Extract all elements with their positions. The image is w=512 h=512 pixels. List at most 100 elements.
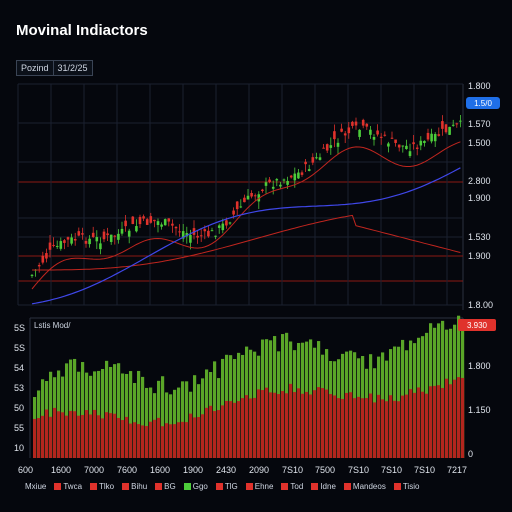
volume-bar-red xyxy=(213,411,217,458)
y-tick-label: 1.530 xyxy=(468,232,491,242)
candle-body xyxy=(390,137,394,139)
volume-bar-red xyxy=(225,400,229,458)
candle-body xyxy=(253,195,257,197)
candles xyxy=(30,114,462,278)
volume-bar-green xyxy=(97,370,101,458)
volume-bar-green xyxy=(81,362,85,458)
candle-body xyxy=(394,139,397,143)
volume-bar-red xyxy=(245,395,249,458)
legend-label: Ggo xyxy=(192,482,208,491)
x-tick-label: 7S10 xyxy=(348,465,369,475)
candle-body xyxy=(163,219,167,226)
candle-body xyxy=(383,134,387,136)
candle-body xyxy=(412,142,415,145)
volume-bar-red xyxy=(297,388,301,458)
legend-label: Bihu xyxy=(131,482,148,491)
volume-right-tick: 1.150 xyxy=(468,405,491,415)
volume-bar-red xyxy=(61,412,65,458)
candle-body xyxy=(181,231,185,239)
volume-bar-red xyxy=(101,418,105,458)
y-tick-label: 1.8.00 xyxy=(468,300,493,310)
legend-item[interactable]: Twca xyxy=(54,482,82,491)
candle-body xyxy=(138,216,142,225)
legend-item[interactable]: BG xyxy=(155,482,176,491)
candle-body xyxy=(228,222,232,224)
legend-item[interactable]: Ehne xyxy=(245,482,273,491)
candle-body xyxy=(145,219,149,225)
volume-bar-red xyxy=(401,395,405,458)
candle-body xyxy=(235,201,239,210)
volume-bar-red xyxy=(85,410,89,458)
bottom-axes: 5S 5S 54 53 50 55 10 1.800 1.150 0 xyxy=(14,323,491,459)
legend-swatch xyxy=(215,483,223,490)
candle-body xyxy=(451,124,455,126)
moving-average-blue xyxy=(31,167,461,305)
tab-date[interactable]: 31/2/25 xyxy=(52,60,93,76)
candle-body xyxy=(217,225,221,228)
volume-bar-red xyxy=(217,410,221,458)
candle-body xyxy=(91,232,95,238)
candle-body xyxy=(63,240,66,243)
x-tick-label: 7S10 xyxy=(381,465,402,475)
legend-item[interactable]: Tod xyxy=(281,482,303,491)
volume-bars xyxy=(33,315,465,458)
volume-bar-red xyxy=(377,394,381,458)
y-tick-label: 1.800 xyxy=(468,81,491,91)
legend-label: Idne xyxy=(320,482,336,491)
legend-label: Mandeos xyxy=(352,482,386,491)
volume-bar-green xyxy=(49,371,53,458)
candle-body xyxy=(405,145,408,150)
candle-body xyxy=(48,242,52,250)
legend-item[interactable]: Bihu xyxy=(122,482,147,491)
legend-label: BG xyxy=(164,482,176,491)
candle-body xyxy=(131,216,135,225)
page-title: Movinal Indiactors xyxy=(16,22,148,39)
candle-body xyxy=(185,233,189,237)
candle-body xyxy=(95,237,99,242)
candle-body xyxy=(415,147,419,149)
legend-item[interactable]: TlG xyxy=(215,482,238,491)
candle-body xyxy=(246,195,250,200)
volume-bar-red xyxy=(69,410,73,458)
volume-bar-red xyxy=(237,401,241,458)
candle-body xyxy=(41,255,45,263)
candle-body xyxy=(106,233,109,236)
volume-bar-red xyxy=(165,423,169,458)
candle-body xyxy=(340,128,343,132)
candle-body xyxy=(167,218,171,222)
volume-bar-green xyxy=(117,363,121,458)
legend-item[interactable]: Ggo xyxy=(183,482,208,491)
volume-bar-green xyxy=(161,376,165,458)
volume-bar-red xyxy=(397,401,401,458)
volume-bar-red xyxy=(421,391,425,458)
candle-body xyxy=(289,175,293,178)
volume-bar-red xyxy=(129,423,133,458)
candle-body xyxy=(358,129,361,137)
legend-item[interactable]: Mxiue xyxy=(16,482,46,491)
volume-bar-red xyxy=(285,393,289,458)
volume-bar-red xyxy=(413,392,417,458)
candle-body xyxy=(117,233,120,240)
volume-bar-red xyxy=(321,388,325,458)
candle-body xyxy=(300,172,304,175)
volume-bar-red xyxy=(373,402,377,458)
volume-bar-red xyxy=(429,386,433,458)
volume-bar-red xyxy=(249,398,253,458)
volume-bar-red xyxy=(437,385,441,458)
candle-body xyxy=(444,124,448,133)
candle-body xyxy=(99,243,102,250)
volume-bar-red xyxy=(77,415,81,458)
legend-item[interactable]: Tlko xyxy=(90,482,114,491)
legend-item[interactable]: Mandeos xyxy=(343,482,386,491)
legend-item[interactable]: Idne xyxy=(311,482,336,491)
volume-bar-red xyxy=(81,414,85,458)
x-tick-label: 7S10 xyxy=(414,465,435,475)
candle-body xyxy=(322,147,325,149)
tab-period[interactable]: Pozind xyxy=(16,60,54,76)
volume-bar-red xyxy=(265,387,269,458)
volume-bar-red xyxy=(317,387,321,458)
candle-body xyxy=(455,123,459,125)
legend-item[interactable]: Tisio xyxy=(393,482,419,491)
volume-bar-green xyxy=(213,361,217,458)
